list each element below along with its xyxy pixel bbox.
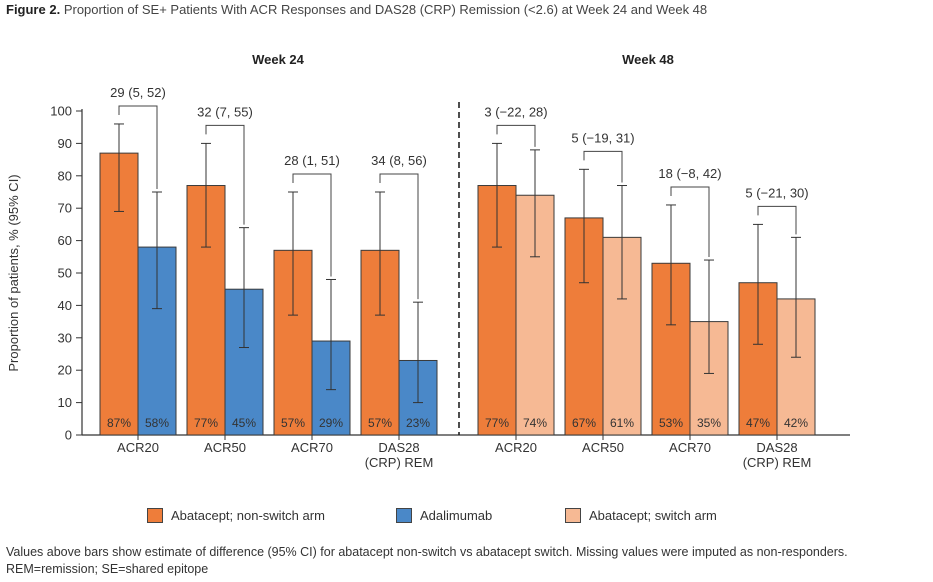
category-label-p1-c2-line0: ACR70 [669, 440, 711, 455]
data-label-p1-c1-s0: 67% [572, 416, 596, 430]
category-label-p0-c2-line0: ACR70 [291, 440, 333, 455]
diff-bracket-p1-c3 [757, 205, 797, 235]
y-tick-label-20: 20 [58, 363, 72, 378]
data-label-p1-c3-s0: 47% [746, 416, 770, 430]
category-label-p1-c3-line1: (CRP) REM [743, 455, 812, 470]
footnote-line-1: Values above bars show estimate of diffe… [6, 545, 848, 559]
y-tick-label-10: 10 [58, 395, 72, 410]
legend-swatch-1 [396, 508, 412, 523]
data-label-p0-c1-s1: 45% [232, 416, 256, 430]
category-label-p1-c1-line0: ACR50 [582, 440, 624, 455]
diff-bracket-p1-c1 [583, 150, 623, 183]
legend-swatch-2 [565, 508, 581, 523]
diff-bracket-p0-c2 [292, 173, 332, 277]
bar-p1-c3-s1 [776, 298, 816, 436]
footnote-line-2: REM=remission; SE=shared epitope [6, 562, 209, 576]
data-label-p1-c2-s1: 35% [697, 416, 721, 430]
figure-title-text: Proportion of SE+ Patients With ACR Resp… [63, 2, 708, 17]
y-tick-label-70: 70 [58, 201, 72, 216]
y-tick-label-100: 100 [50, 104, 72, 119]
legend-swatch-0 [147, 508, 163, 523]
y-tick-label-80: 80 [58, 168, 72, 183]
category-label-p0-c1-line0: ACR50 [204, 440, 246, 455]
diff-bracket-p0-c3 [379, 173, 419, 300]
diff-label-p1-c0: 3 (−22, 28) [484, 104, 547, 119]
data-label-p1-c0-s1: 74% [523, 416, 547, 430]
data-label-p1-c1-s1: 61% [610, 416, 634, 430]
legend-label-0: Abatacept; non-switch arm [171, 508, 325, 523]
diff-label-p1-c1: 5 (−19, 31) [571, 130, 634, 145]
diff-bracket-p1-c0 [496, 124, 536, 147]
figure-title: Figure 2. Proportion of SE+ Patients Wit… [6, 2, 707, 17]
legend-label-2: Abatacept; switch arm [589, 508, 717, 523]
y-tick-label-50: 50 [58, 266, 72, 281]
data-label-p0-c1-s0: 77% [194, 416, 218, 430]
data-label-p0-c2-s1: 29% [319, 416, 343, 430]
legend-item-0: Abatacept; non-switch arm [147, 508, 325, 523]
panel-title-0: Week 24 [252, 52, 305, 67]
category-label-p1-c3-line0: DAS28 [756, 440, 797, 455]
bar-chart: 0 10 20 30 40 50 60 70 80 90 100 Proportion of pati… [6, 52, 850, 470]
diff-label-p1-c3: 5 (−21, 30) [745, 185, 808, 200]
y-tick-label-30: 30 [58, 330, 72, 345]
diff-label-p0-c0: 29 (5, 52) [110, 85, 166, 100]
data-label-p0-c0-s1: 58% [145, 416, 169, 430]
data-label-p0-c3-s0: 57% [368, 416, 392, 430]
category-label-p0-c3-line1: (CRP) REM [365, 455, 434, 470]
category-label-p1-c0-line0: ACR20 [495, 440, 537, 455]
panel-title-1: Week 48 [622, 52, 674, 67]
diff-bracket-p0-c0 [118, 105, 158, 189]
y-tick-label-40: 40 [58, 298, 72, 313]
y-tick-label-0: 0 [65, 428, 72, 443]
data-label-p1-c3-s1: 42% [784, 416, 808, 430]
data-label-p1-c2-s0: 53% [659, 416, 683, 430]
data-label-p0-c2-s0: 57% [281, 416, 305, 430]
y-axis-label: Proportion of patients, % (95% CI) [6, 174, 21, 371]
y-tick-label-90: 90 [58, 136, 72, 151]
category-label-p0-c3-line0: DAS28 [378, 440, 419, 455]
y-tick-label-60: 60 [58, 233, 72, 248]
figure-title-prefix: Figure 2. [6, 2, 61, 17]
footnote: Values above bars show estimate of diffe… [6, 544, 848, 578]
legend-label-1: Adalimumab [420, 508, 493, 523]
diff-label-p0-c3: 34 (8, 56) [371, 153, 427, 168]
category-label-p0-c0-line0: ACR20 [117, 440, 159, 455]
legend-item-1: Adalimumab [396, 508, 492, 523]
data-label-p1-c0-s0: 77% [485, 416, 509, 430]
diff-label-p0-c2: 28 (1, 51) [284, 153, 340, 168]
diff-bracket-p1-c2 [670, 186, 710, 258]
data-label-p0-c0-s0: 87% [107, 416, 131, 430]
diff-bracket-p0-c1 [205, 124, 245, 225]
diff-label-p0-c1: 32 (7, 55) [197, 104, 253, 119]
data-label-p0-c3-s1: 23% [406, 416, 430, 430]
legend-item-2: Abatacept; switch arm [565, 508, 717, 523]
diff-label-p1-c2: 18 (−8, 42) [658, 166, 721, 181]
